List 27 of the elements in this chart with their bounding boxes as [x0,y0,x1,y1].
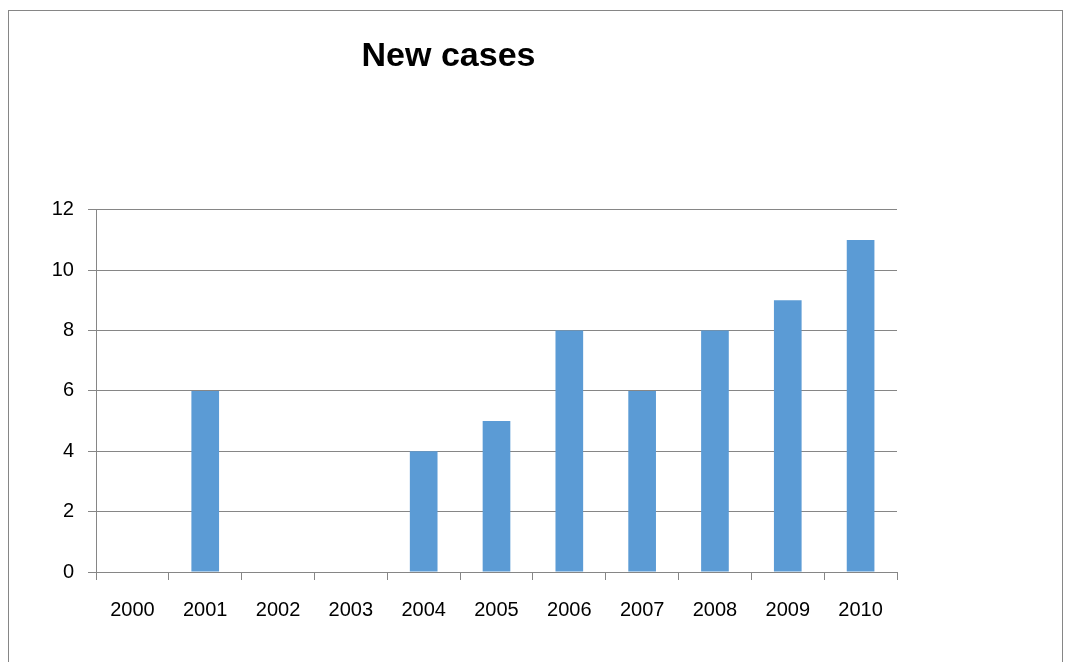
x-tick-label: 2007 [619,597,665,620]
y-tick-label: 10 [51,257,74,280]
bar [191,390,220,572]
x-tick-label: 2006 [547,597,592,620]
bar [482,421,511,572]
x-tick-label: 2002 [255,597,301,620]
bar [773,300,802,572]
bar [846,239,875,572]
y-tick-label: 6 [62,378,74,401]
x-tick-label: 2000 [110,597,155,620]
x-tick-label: 2003 [328,597,374,620]
x-tick-label: 2001 [182,597,228,620]
chart-title: New cases [361,34,536,73]
x-tick-label: 2008 [692,597,738,620]
y-tick-label: 8 [62,318,74,341]
y-tick-label: 4 [62,438,74,461]
y-tick-label: 2 [62,499,74,522]
bar [628,390,656,572]
bar [701,330,729,572]
x-tick-label: 2004 [401,597,446,620]
y-tick-label: 12 [51,197,74,220]
x-tick-label: 2005 [474,597,519,620]
x-tick-label: 2009 [765,597,811,620]
x-tick-label: 2010 [838,597,883,620]
bar [409,451,438,572]
y-tick-label: 0 [62,559,74,582]
bar [555,330,584,572]
